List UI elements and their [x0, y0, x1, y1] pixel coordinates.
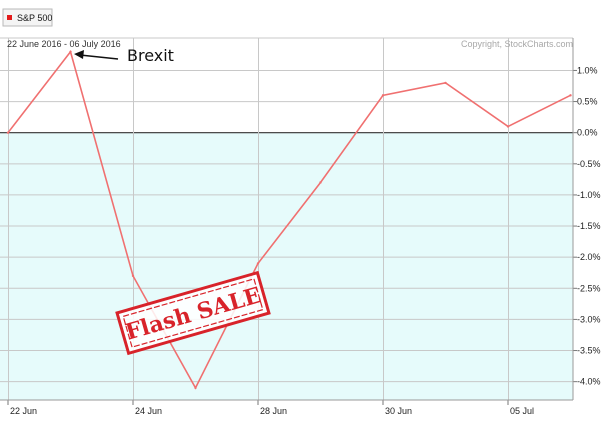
- series-line: [7, 50, 571, 390]
- y-tick-label: -3.5%: [577, 346, 601, 356]
- grid-lines: [0, 38, 573, 400]
- y-tick-label: 0.0%: [577, 128, 598, 138]
- y-tick-label: 0.5%: [577, 97, 598, 107]
- brexit-label: Brexit: [127, 46, 174, 65]
- x-tick-label: 24 Jun: [135, 406, 162, 416]
- y-tick-label: -0.5%: [577, 159, 601, 169]
- data-point: [194, 386, 197, 390]
- y-tick-label: -1.0%: [577, 190, 601, 200]
- y-tick-label: -4.0%: [577, 377, 601, 387]
- y-tick-label: -3.0%: [577, 314, 601, 324]
- x-tick-label: 28 Jun: [260, 406, 287, 416]
- brexit-annotation: Brexit: [74, 46, 174, 65]
- legend-label: S&P 500: [17, 13, 52, 23]
- left-arrow-icon: [74, 50, 119, 60]
- x-axis: 22 Jun 24 Jun 28 Jun 30 Jun 05 Jul: [7, 400, 534, 416]
- data-point: [69, 50, 72, 53]
- data-point: [6, 131, 10, 134]
- data-point: [256, 262, 260, 265]
- plot-area: [0, 38, 573, 400]
- y-tick-label: -2.0%: [577, 252, 601, 262]
- series-s&p-500: [6, 50, 572, 390]
- legend-box[interactable]: [2, 8, 53, 27]
- y-axis: 1.0% 0.5% 0.0% -0.5% -1.0% -1.5% -2.0% -2.5% -3.…: [573, 65, 601, 387]
- copyright-label: Copyright, StockCharts.com: [461, 39, 573, 49]
- data-point: [381, 94, 385, 97]
- x-tick-label: 22 Jun: [10, 406, 37, 416]
- date-range-label: 22 June 2016 - 06 July 2016: [7, 39, 121, 49]
- plot-border: [0, 37, 574, 401]
- header-bar: S&P 500: [0, 0, 614, 38]
- data-point: [506, 125, 510, 128]
- data-point: [319, 181, 322, 184]
- legend-swatch: [7, 15, 12, 20]
- y-tick-label: -2.5%: [577, 283, 601, 293]
- data-point: [444, 81, 447, 85]
- x-tick-label: 30 Jun: [385, 406, 412, 416]
- x-tick-label: 05 Jul: [510, 406, 534, 416]
- data-point: [569, 94, 572, 97]
- y-tick-label: -1.5%: [577, 221, 601, 231]
- plot-bg-lower: [0, 132, 573, 400]
- data-point: [131, 274, 135, 278]
- plot-bg-upper: [0, 38, 573, 133]
- y-tick-label: 1.0%: [577, 65, 598, 75]
